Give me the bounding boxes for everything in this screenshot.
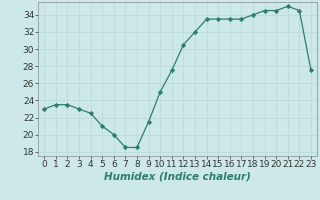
X-axis label: Humidex (Indice chaleur): Humidex (Indice chaleur) — [104, 172, 251, 182]
